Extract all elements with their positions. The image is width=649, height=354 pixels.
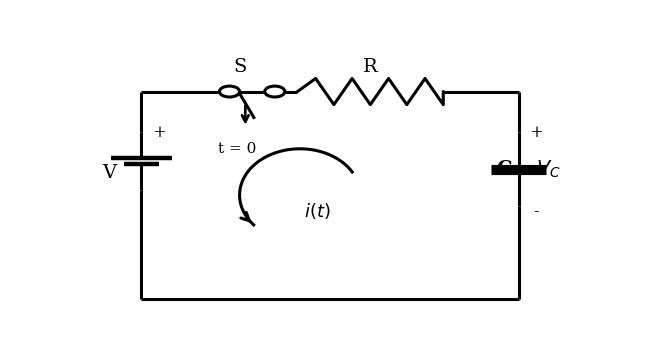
Text: +: + xyxy=(530,124,543,141)
Circle shape xyxy=(219,86,239,97)
Text: t = 0: t = 0 xyxy=(218,142,256,156)
Text: R: R xyxy=(363,58,378,76)
Text: C: C xyxy=(496,160,511,178)
Text: S: S xyxy=(233,58,246,76)
Text: -: - xyxy=(533,203,539,220)
Circle shape xyxy=(265,86,285,97)
Text: +: + xyxy=(152,124,166,141)
Text: $i(t)$: $i(t)$ xyxy=(304,201,331,222)
Text: $V_C$: $V_C$ xyxy=(536,159,561,180)
Text: V: V xyxy=(102,164,116,182)
